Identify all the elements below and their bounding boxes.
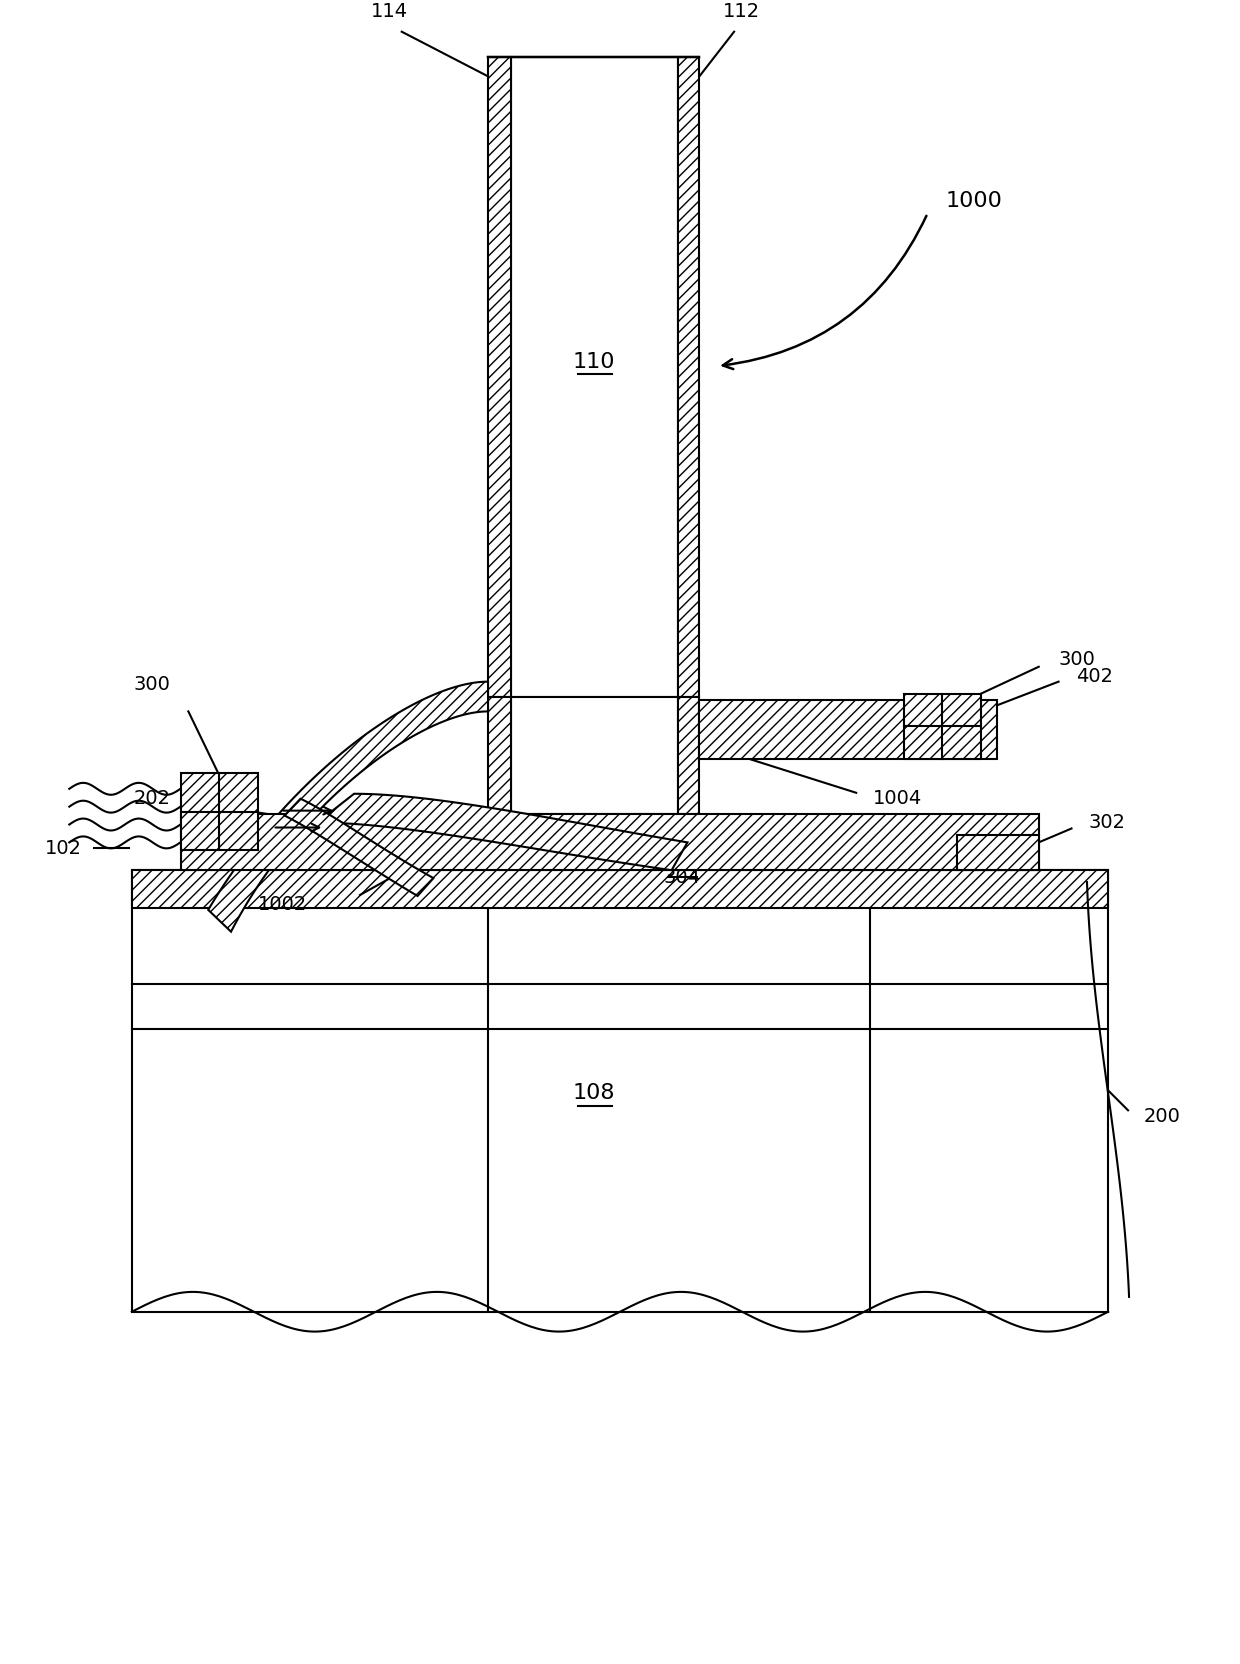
Polygon shape: [699, 699, 997, 759]
Polygon shape: [181, 774, 258, 850]
Text: 302: 302: [1089, 814, 1126, 832]
Text: 1000: 1000: [945, 191, 1002, 211]
Polygon shape: [317, 794, 687, 870]
Bar: [511, 697, 677, 814]
Bar: [131, 870, 1109, 1311]
Text: 1002: 1002: [258, 895, 308, 915]
Bar: [511, 57, 677, 697]
Polygon shape: [208, 682, 489, 932]
Bar: [126, 1306, 1114, 1664]
Polygon shape: [489, 697, 511, 814]
Text: 300: 300: [1059, 651, 1095, 669]
Text: 200: 200: [1145, 1107, 1180, 1127]
Text: 108: 108: [573, 1083, 615, 1103]
Text: 114: 114: [371, 2, 408, 20]
Text: 402: 402: [1076, 667, 1114, 686]
FancyArrowPatch shape: [723, 216, 926, 369]
Polygon shape: [677, 57, 699, 697]
Polygon shape: [904, 694, 981, 759]
Polygon shape: [181, 814, 1039, 870]
Text: 300: 300: [133, 674, 170, 694]
Text: 110: 110: [573, 353, 615, 373]
Text: 304: 304: [663, 869, 701, 887]
Text: 1004: 1004: [873, 789, 923, 809]
Polygon shape: [957, 835, 1039, 870]
Polygon shape: [131, 870, 1109, 909]
Text: 112: 112: [723, 2, 760, 20]
Polygon shape: [677, 697, 699, 814]
Text: 102: 102: [45, 839, 82, 859]
Polygon shape: [285, 799, 434, 895]
Polygon shape: [489, 57, 511, 697]
Text: 202: 202: [133, 789, 170, 809]
